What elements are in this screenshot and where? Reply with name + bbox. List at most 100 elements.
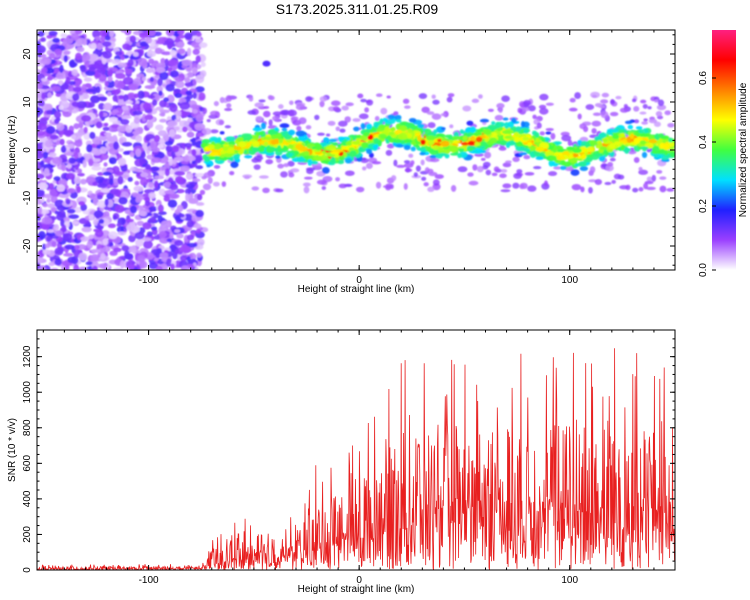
band-patch (395, 144, 404, 148)
band-patch (220, 154, 225, 158)
noise-patch (129, 205, 137, 214)
band-patch (403, 145, 411, 151)
noise-patch (144, 85, 156, 90)
noise-patch (86, 240, 94, 249)
band-patch (499, 140, 505, 145)
noise-patch (114, 107, 124, 116)
noise-patch (164, 58, 169, 66)
noise-patch (133, 117, 141, 124)
band-halo-patch (643, 118, 648, 122)
band-halo-patch (339, 128, 346, 133)
band-halo-patch (491, 172, 498, 177)
band-patch (658, 148, 668, 154)
noise-patch (174, 175, 184, 184)
band-halo-patch (283, 163, 290, 168)
noise-patch (78, 201, 86, 206)
band-halo-patch (335, 177, 341, 182)
noise-patch (107, 91, 112, 97)
noise-patch (41, 222, 50, 230)
noise-patch (37, 123, 47, 131)
noise-patch (157, 130, 168, 137)
noise-patch (118, 132, 124, 137)
band-halo-patch (305, 125, 312, 130)
band-patch (489, 137, 498, 144)
band-halo-patch (457, 166, 468, 173)
noise-patch (166, 94, 175, 103)
band-patch (522, 148, 531, 152)
band-patch (274, 127, 279, 132)
noise-patch (172, 145, 180, 153)
band-patch (406, 133, 413, 139)
band-halo-patch (656, 115, 664, 120)
noise-patch (97, 183, 108, 188)
noise-patch (196, 252, 203, 258)
snr-frame (36, 329, 676, 571)
noise-patch (174, 229, 181, 233)
band-patch (457, 152, 462, 159)
noise-patch (112, 109, 120, 114)
band-halo-patch (579, 123, 587, 130)
noise-patch (51, 85, 61, 92)
band-halo-patch (500, 168, 508, 173)
band-halo-patch (255, 115, 263, 122)
noise-patch (54, 118, 60, 124)
band-halo-patch (568, 107, 578, 112)
band-halo-patch (267, 95, 273, 100)
snr-xtick-label: 0 (356, 575, 362, 586)
band-patch (281, 128, 288, 132)
band-halo-patch (432, 99, 440, 105)
noise-patch (80, 203, 88, 212)
noise-patch (117, 62, 127, 68)
noise-patch (185, 90, 193, 96)
band-halo-patch (588, 186, 593, 194)
band-patch (410, 125, 418, 129)
band-halo-patch (415, 165, 421, 172)
noise-patch (133, 266, 139, 270)
noise-patch (102, 50, 113, 59)
band-halo-patch (287, 109, 297, 117)
band-halo-patch (209, 110, 220, 116)
band-halo-patch (496, 103, 505, 109)
noise-patch (150, 166, 160, 172)
noise-patch (161, 51, 172, 56)
noise-patch (157, 211, 167, 216)
band-halo-patch (543, 180, 549, 187)
noise-patch (37, 221, 43, 230)
noise-patch (37, 200, 43, 205)
band-halo-patch (657, 99, 665, 107)
band-halo-patch (296, 125, 302, 132)
band-patch (518, 152, 528, 156)
band-halo-patch (426, 111, 435, 115)
noise-patch (144, 114, 154, 120)
snr-xlabel: Height of straight line (km) (298, 584, 415, 595)
noise-patch (155, 124, 164, 131)
noise-patch (62, 37, 74, 45)
noise-patch (194, 86, 205, 93)
band-patch (418, 124, 425, 128)
noise-patch (170, 70, 179, 78)
band-halo-patch (218, 119, 224, 126)
band-halo-patch (331, 100, 341, 106)
noise-patch (61, 163, 67, 172)
band-patch (440, 127, 446, 131)
noise-patch (54, 247, 64, 256)
band-patch (206, 164, 211, 168)
noise-patch (48, 152, 57, 158)
snr-ylabel: SNR (10 * v/v) (7, 418, 18, 482)
band-patch (424, 128, 432, 135)
noise-patch (83, 77, 93, 82)
noise-patch (64, 265, 70, 270)
noise-patch (48, 182, 55, 190)
noise-patch (104, 80, 109, 87)
noise-patch (122, 94, 129, 103)
spectrogram-image (37, 30, 675, 270)
band-halo-patch (589, 166, 596, 174)
noise-patch (145, 163, 151, 170)
band-patch (639, 140, 647, 145)
noise-patch (59, 138, 65, 146)
noise-patch (174, 77, 183, 82)
band-patch (466, 120, 474, 126)
band-patch (373, 137, 380, 144)
noise-patch (195, 201, 205, 206)
band-patch (427, 139, 435, 146)
